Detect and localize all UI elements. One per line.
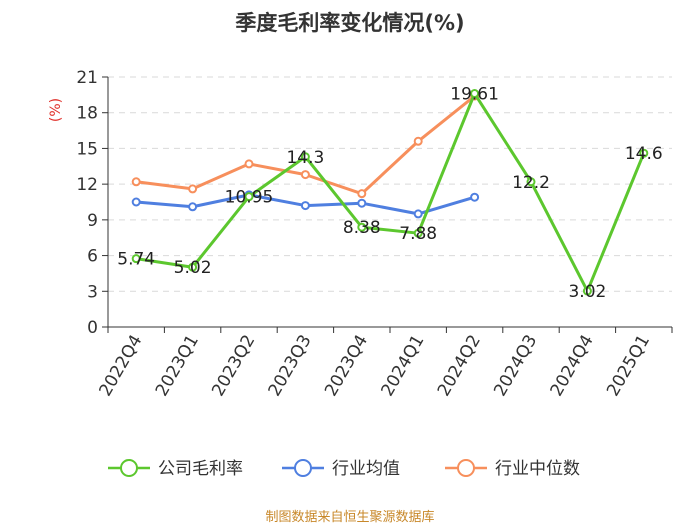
data-point	[357, 222, 367, 232]
y-tick-label: 0	[87, 318, 98, 338]
data-point	[582, 286, 592, 296]
data-labels: 5.74 5.02 10.95 14.3 8.38 7.88 19.61 12.2 3.02 14…	[117, 85, 662, 302]
data-label: 5.74	[117, 250, 155, 270]
data-label: 10.95	[225, 188, 274, 208]
data-label: 14.6	[625, 144, 663, 164]
y-tick-label: 9	[87, 211, 98, 231]
y-tick-label: 3	[87, 282, 98, 302]
data-point	[470, 89, 480, 99]
data-label: 5.02	[174, 258, 212, 278]
legend-marker	[457, 459, 475, 477]
x-tick-label: 2024Q1	[377, 332, 428, 400]
y-tick-label: 21	[76, 68, 98, 88]
data-point	[639, 148, 649, 158]
data-point	[188, 184, 198, 194]
x-tick-label: 2024Q4	[547, 332, 598, 400]
legend-label: 行业均值	[332, 459, 400, 479]
legend-label: 行业中位数	[495, 459, 580, 479]
data-point	[131, 197, 141, 207]
x-tick-label: 2025Q1	[603, 332, 654, 400]
x-tick-label: 2024Q2	[434, 332, 485, 400]
data-point	[244, 159, 254, 169]
data-point	[300, 152, 310, 162]
legend-item: 公司毛利率	[108, 459, 243, 479]
x-tick-label: 2023Q4	[321, 332, 372, 400]
data-point	[413, 136, 423, 146]
series-line	[135, 92, 646, 293]
chart-title: 季度毛利率变化情况(%)	[235, 11, 464, 35]
legend-label: 公司毛利率	[158, 459, 243, 479]
series-0	[131, 89, 649, 296]
data-label: 12.2	[512, 173, 550, 193]
data-point	[131, 177, 141, 187]
data-point	[244, 192, 254, 202]
data-point	[131, 254, 141, 264]
series-2	[131, 91, 480, 199]
legend: 公司毛利率 行业均值 行业中位数	[108, 459, 580, 479]
y-tick-label: 15	[76, 139, 98, 159]
data-point	[188, 202, 198, 212]
y-tick-label: 12	[76, 175, 98, 195]
data-label: 3.02	[568, 282, 606, 302]
data-label: 8.38	[343, 218, 381, 238]
legend-marker	[294, 459, 312, 477]
y-tick-label: 6	[87, 247, 98, 267]
data-point	[357, 198, 367, 208]
data-point	[300, 201, 310, 211]
y-axis-label: (%)	[48, 98, 64, 122]
x-tick-label: 2023Q2	[208, 332, 259, 400]
y-tick-label: 18	[76, 104, 98, 124]
data-label: 19.61	[450, 85, 499, 105]
data-point	[300, 170, 310, 180]
source-note: 制图数据来自恒生聚源数据库	[265, 509, 434, 525]
data-point	[526, 177, 536, 187]
data-point	[413, 209, 423, 219]
x-tick-label: 2023Q1	[152, 332, 203, 400]
data-point	[470, 192, 480, 202]
x-tick-label: 2024Q3	[490, 332, 541, 400]
data-label: 7.88	[399, 224, 437, 244]
series-lines	[131, 89, 649, 296]
legend-marker	[120, 459, 138, 477]
x-tick-label: 2022Q4	[95, 332, 146, 400]
x-tick-label: 2023Q3	[265, 332, 316, 400]
data-label: 14.3	[286, 148, 324, 168]
data-point	[357, 189, 367, 199]
legend-item: 行业中位数	[445, 459, 580, 479]
legend-item: 行业均值	[282, 459, 400, 479]
data-point	[413, 228, 423, 238]
data-point	[188, 262, 198, 272]
